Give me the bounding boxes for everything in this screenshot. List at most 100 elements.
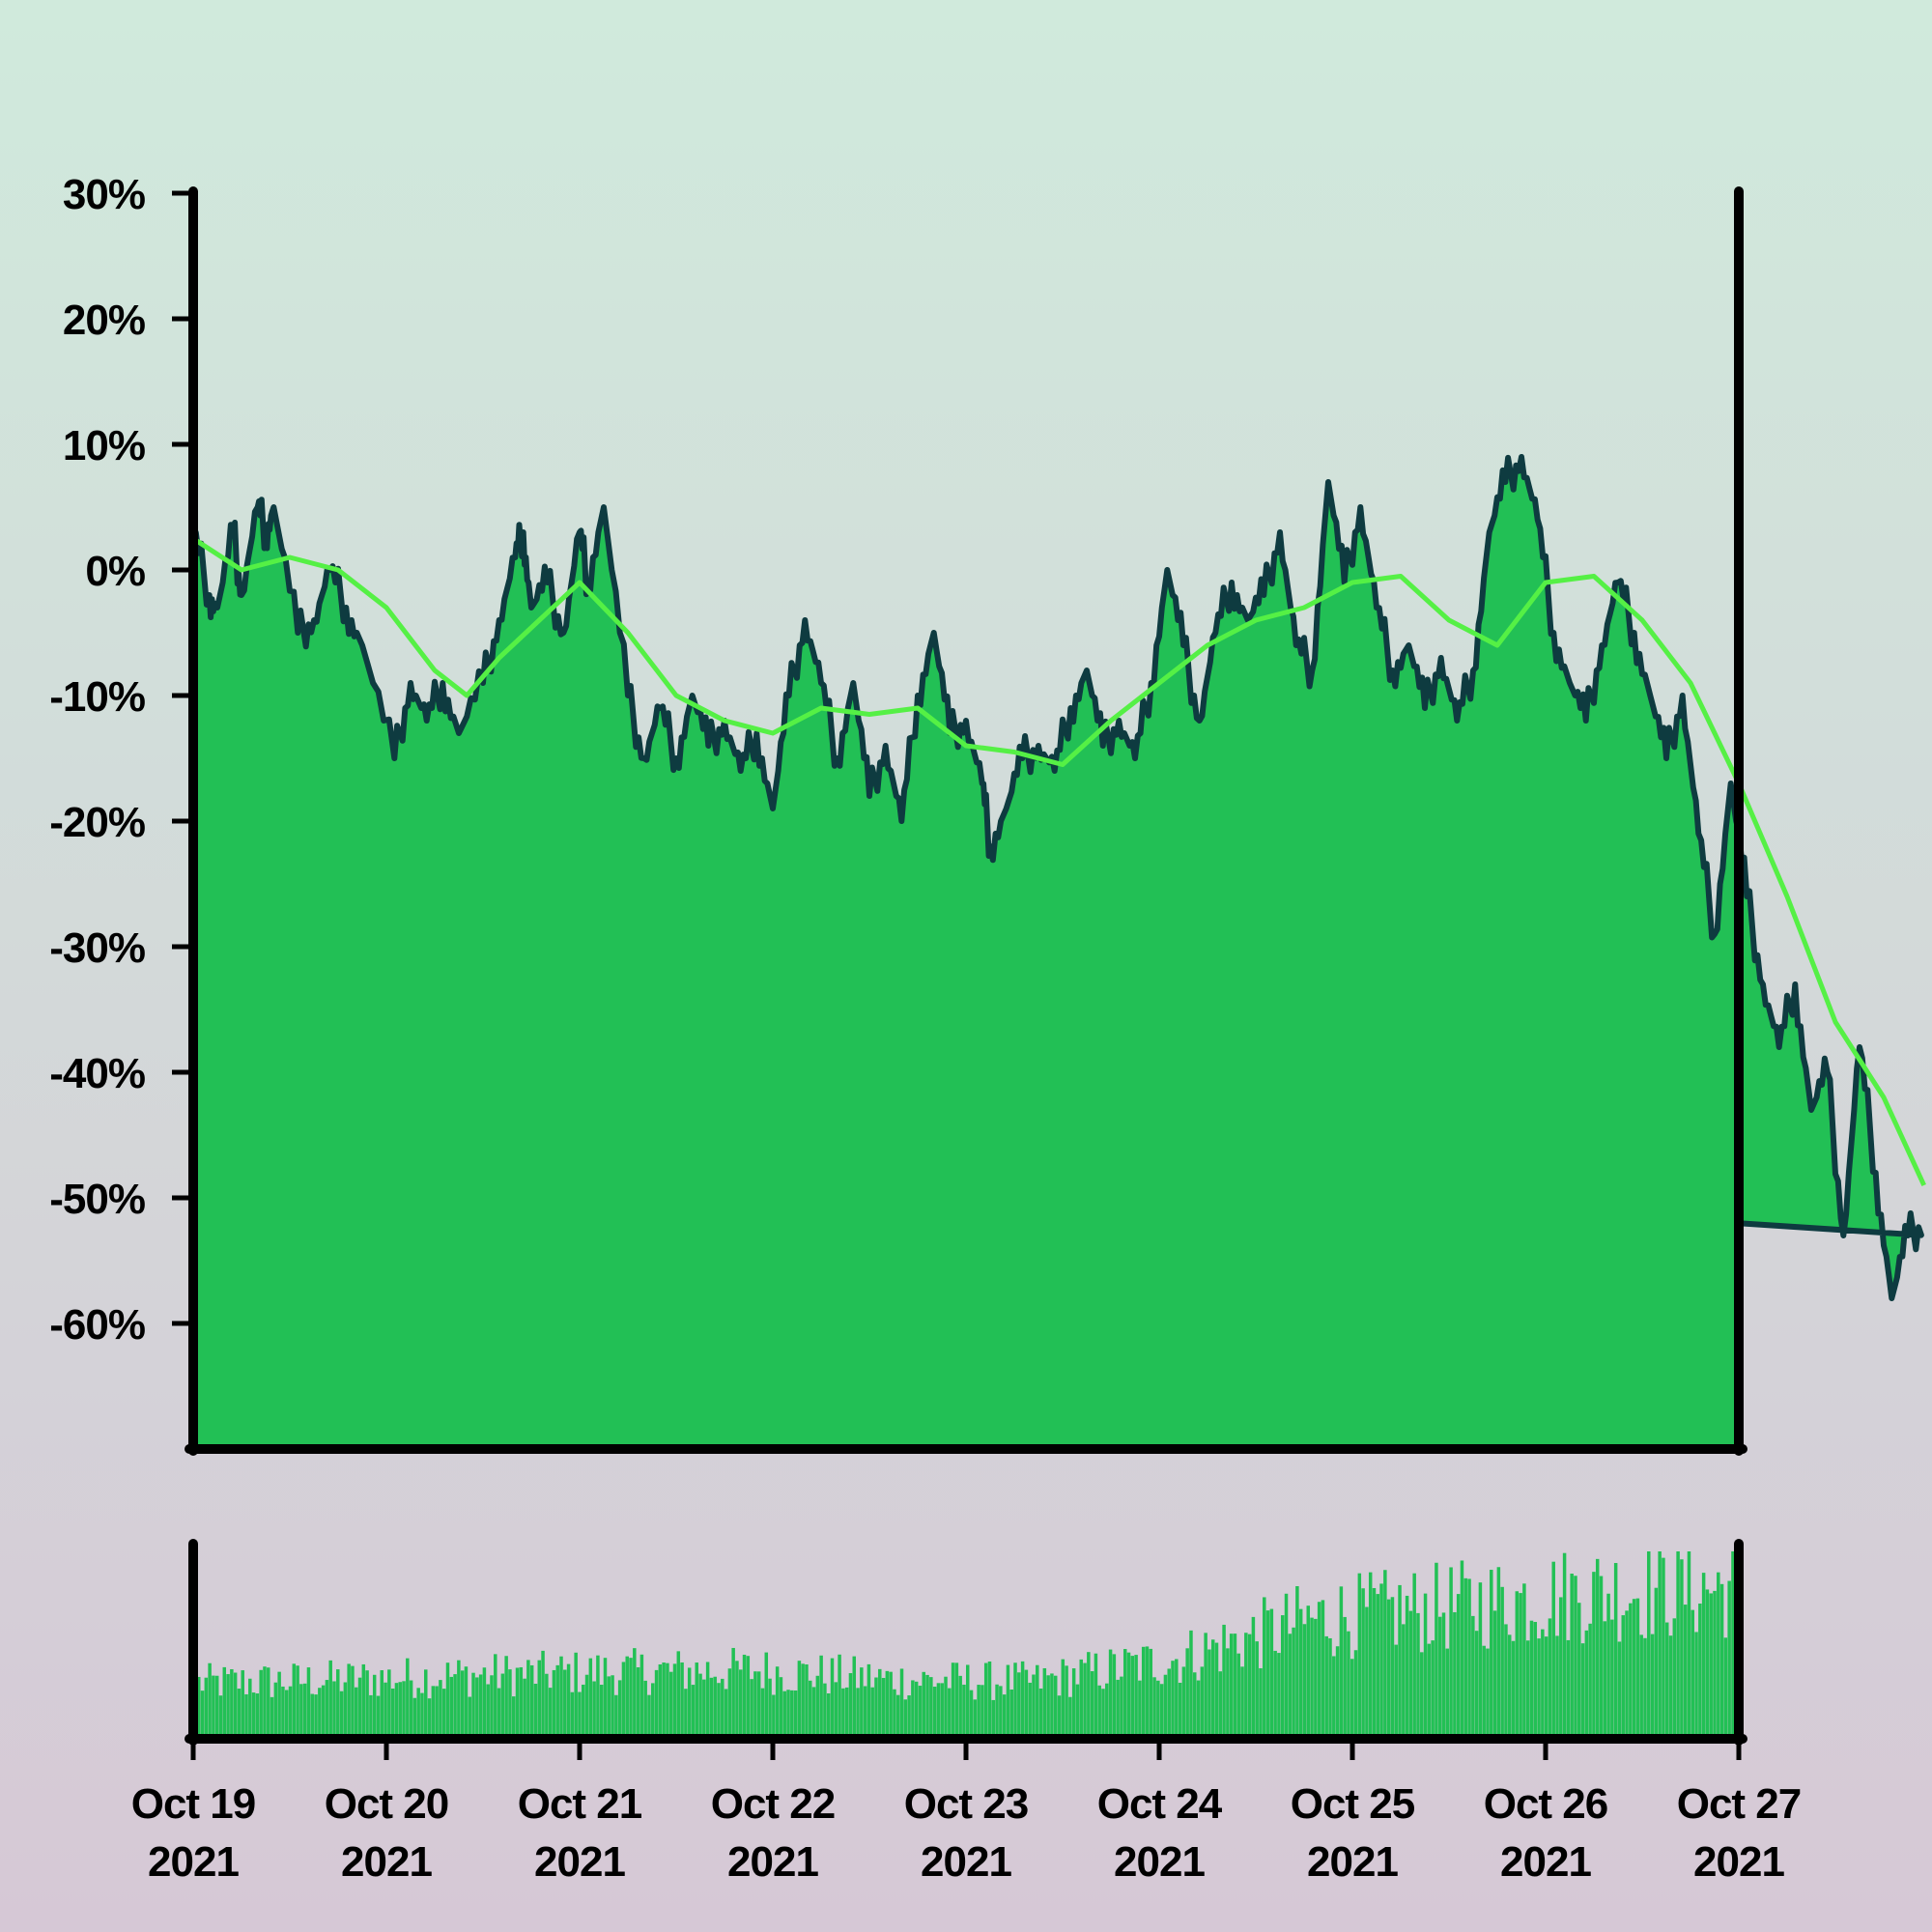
volume-bar [1613,1563,1618,1739]
volume-bar [1163,1674,1168,1739]
volume-bar [1580,1643,1585,1739]
volume-bar [958,1675,962,1739]
volume-bar [1486,1648,1490,1739]
volume-bar [1339,1586,1344,1739]
volume-bar [1599,1576,1604,1739]
volume-bar [1365,1606,1369,1739]
volume-bar [1057,1695,1062,1739]
volume-bar [1606,1593,1610,1739]
volume-bar [1647,1551,1651,1739]
x-tick-label-year: 2021 [148,1838,239,1886]
volume-bar [918,1686,923,1739]
volume-bar [1559,1597,1563,1739]
volume-bar [519,1666,524,1739]
volume-bar [834,1682,838,1739]
volume-bar [574,1652,578,1739]
volume-bar [1379,1583,1383,1739]
volume-bar [1361,1588,1365,1739]
volume-bar [1511,1640,1516,1739]
volume-bar [343,1682,348,1739]
volume-bar [318,1688,322,1739]
volume-bar [1350,1659,1354,1739]
volume-bar [1116,1679,1120,1739]
volume-bar [1731,1551,1735,1739]
volume-bar [1562,1552,1567,1739]
volume-bar [384,1682,387,1739]
x-tick-label-year: 2021 [534,1838,625,1886]
volume-bar [1105,1683,1109,1739]
volume-bar [973,1699,978,1739]
volume-bar [1463,1577,1467,1739]
volume-bar [1705,1589,1710,1739]
volume-bar [529,1664,534,1739]
volume-bar [354,1687,358,1739]
volume-bar [208,1662,212,1739]
volume-bar [658,1663,663,1739]
volume-bar [1306,1605,1310,1739]
volume-bar [1292,1627,1295,1739]
price-area-plot: 30% 20% 10% 0% -10% -20% -30% -40% -50% -60% [49,171,1926,1456]
volume-bar [1519,1593,1522,1739]
volume-bar [852,1656,856,1739]
volume-bar [1668,1635,1673,1739]
volume-bar [288,1686,293,1739]
volume-bar [1551,1561,1555,1739]
volume-bar [1727,1580,1731,1739]
volume-bar [753,1671,757,1739]
volume-bar [1394,1644,1398,1739]
volume-bar [860,1667,864,1739]
volume-bar [1233,1634,1237,1739]
volume-bar [1639,1634,1643,1739]
volume-bar [533,1684,538,1739]
volume-bar [1247,1634,1252,1739]
volume-bar [746,1656,751,1739]
volume-bar [727,1668,732,1739]
volume-bar [1629,1603,1633,1739]
volume-bar [1171,1661,1175,1739]
volume-bar [1676,1551,1680,1739]
volume-bar [698,1673,702,1739]
y-tick-label: -60% [49,1301,145,1349]
volume-bar [306,1667,311,1739]
volume-bar [1288,1634,1293,1739]
volume-bar [614,1694,618,1739]
x-tick-label-date: Oct 27 [1677,1780,1802,1828]
moving-average-line [191,536,1926,1187]
volume-bar [584,1674,589,1739]
volume-bar [420,1692,424,1739]
volume-bar [248,1678,252,1739]
volume-bar [1090,1671,1094,1739]
volume-bar [999,1686,1003,1739]
volume-bar [1635,1598,1640,1739]
volume-bar [222,1666,227,1739]
volume-bar [1017,1672,1021,1739]
volume-bar [680,1662,684,1739]
y-tick-label: 20% [63,297,145,344]
volume-bar [1654,1587,1659,1739]
y-tick-label: 0% [85,548,145,595]
volume-bar [204,1677,209,1739]
volume-bar [1159,1684,1164,1739]
volume-bar [1402,1624,1406,1739]
volume-bar [1141,1646,1146,1739]
volume-bar [775,1666,780,1739]
volume-bar [1698,1604,1702,1739]
volume-bar [735,1661,739,1739]
volume-bar [966,1664,970,1739]
volume-bar [1368,1572,1373,1739]
x-tick-label-year: 2021 [1114,1838,1205,1886]
volume-bar [1435,1562,1438,1739]
volume-bar [1181,1666,1186,1739]
volume-bar [504,1656,508,1739]
volume-bar [263,1666,267,1739]
volume-bar [1321,1600,1325,1739]
volume-bar [526,1660,530,1739]
volume-bar [1492,1610,1497,1739]
volume-bar [1240,1666,1244,1739]
volume-bar [394,1683,399,1739]
volume-bar [1218,1671,1223,1739]
volume-bar [1079,1659,1083,1739]
volume-bar [1577,1603,1581,1739]
y-tick-label: -20% [49,799,145,846]
volume-bar [1643,1637,1647,1739]
